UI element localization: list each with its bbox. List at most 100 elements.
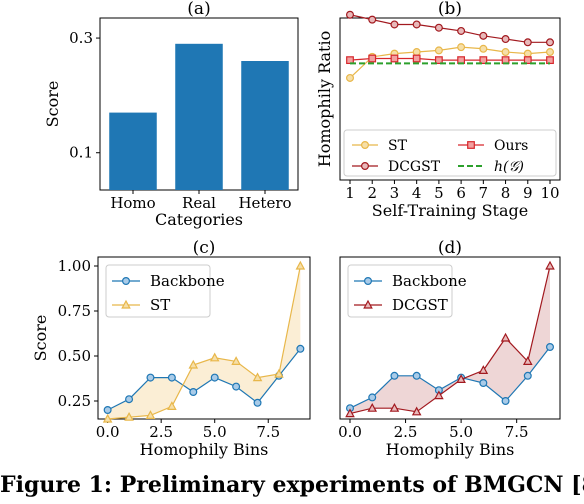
x-tick-label: 1 — [345, 184, 355, 202]
data-point-st — [501, 48, 510, 57]
panel-label-d: (d) — [438, 238, 462, 258]
figure-canvas: (a) Homo Real Hetero 0.1 0.3 Categories Score (b… — [31, 0, 561, 459]
x-tick-label: 3 — [390, 184, 400, 202]
data-point-dcgst — [523, 38, 532, 47]
data-point-dcgst — [457, 26, 466, 35]
data-point-backbone — [210, 373, 219, 382]
x-tick-label: Hetero — [238, 194, 291, 212]
panel-label-a: (a) — [187, 0, 210, 19]
data-point-st — [252, 372, 263, 382]
data-point-dcgst — [412, 20, 421, 29]
data-point-st — [346, 73, 355, 82]
y-axis-label: Homophily Ratio — [315, 31, 334, 167]
data-point-backbone — [545, 343, 554, 352]
legend: ST DCGST Ours h(𝒢) — [343, 129, 557, 177]
data-point-dcgst — [479, 31, 488, 40]
data-point-dcgst — [478, 365, 489, 374]
bar-real — [175, 43, 223, 190]
y-tick-label: 1.00 — [58, 257, 91, 275]
x-tick-label: 7.5 — [256, 423, 280, 441]
y-tick-label: 0.75 — [58, 302, 91, 320]
series-line-dcgst — [349, 14, 550, 43]
data-point-backbone — [501, 397, 510, 406]
legend-label: Backbone — [150, 272, 225, 290]
legend-box — [347, 264, 453, 318]
panel-a: (a) Homo Real Hetero 0.1 0.3 Categories Score — [43, 0, 299, 229]
data-point-st — [457, 43, 466, 52]
legend-marker — [121, 299, 131, 309]
plot-frame-d — [339, 256, 561, 420]
x-tick-label: 10 — [540, 184, 559, 202]
legend-marker — [361, 162, 370, 171]
x-tick-label: 9 — [523, 184, 533, 202]
data-point-dcgst — [411, 406, 422, 416]
series-line-ours — [349, 57, 550, 61]
data-point-dcgst — [367, 402, 378, 412]
x-tick-label: 7.5 — [505, 423, 529, 441]
data-point-dcgst — [500, 332, 511, 342]
series-line-backbone — [349, 346, 551, 409]
data-point-ours — [412, 54, 421, 63]
legend-marker — [121, 277, 130, 286]
legend-label: Ours — [494, 138, 528, 154]
legend-label: h(𝒢) — [494, 159, 524, 175]
legend-marker — [363, 299, 373, 309]
x-axis-label: Homophily Bins — [140, 440, 269, 459]
data-point-backbone — [146, 373, 155, 382]
data-point-backbone — [232, 382, 241, 391]
data-point-st — [545, 48, 554, 57]
data-point-st — [231, 356, 241, 365]
data-point-st — [145, 410, 156, 419]
data-point-dcgst — [501, 35, 510, 44]
y-tick-label: 0.1 — [69, 144, 93, 162]
y-tick-label: 0.3 — [69, 29, 93, 47]
data-point-ours — [368, 54, 377, 63]
series-line-st — [107, 265, 301, 420]
data-point-backbone — [189, 388, 198, 397]
data-point-backbone — [412, 371, 421, 380]
data-point-dcgst — [345, 408, 355, 418]
data-point-backbone — [523, 371, 532, 380]
y-axis-label: Score — [43, 81, 62, 128]
data-point-st — [479, 44, 488, 53]
data-point-dcgst — [346, 10, 355, 19]
data-point-ours — [523, 56, 532, 65]
y-tick-label: 0.25 — [58, 392, 91, 410]
x-tick-label: 5 — [434, 184, 444, 202]
data-point-dcgst — [545, 260, 555, 270]
x-tick-label: 0.0 — [338, 423, 362, 441]
data-point-st — [274, 368, 284, 378]
x-tick-label: 0.0 — [96, 423, 120, 441]
panel-c: (c) 0.0 2.5 5.0 7.5 0.25 0.50 0.75 1.00 Homophily… — [31, 238, 311, 459]
x-tick-label: Real — [182, 194, 216, 212]
legend-box — [105, 264, 211, 318]
x-axis-label: Homophily Bins — [386, 440, 515, 459]
data-point-st — [124, 411, 134, 421]
data-point-backbone — [125, 395, 134, 404]
panel-label-c: (c) — [193, 238, 216, 258]
plot-frame-c — [97, 256, 311, 420]
data-point-backbone — [368, 393, 377, 402]
data-point-st — [295, 260, 306, 270]
data-point-st — [434, 46, 443, 55]
x-tick-label: Homo — [110, 194, 155, 212]
data-point-st — [209, 352, 220, 362]
data-point-dcgst — [522, 356, 533, 365]
data-point-st — [523, 49, 532, 58]
data-point-dcgst — [389, 402, 400, 412]
data-point-backbone — [479, 379, 488, 388]
x-axis-label: Self-Training Stage — [372, 201, 528, 220]
data-point-dcgst — [390, 20, 399, 29]
difference-area — [107, 266, 301, 419]
plot-frame-b — [339, 17, 561, 181]
legend-label: ST — [150, 296, 170, 314]
x-tick-label: 7 — [479, 184, 489, 202]
series-line-dcgst — [349, 265, 551, 415]
y-axis-label: Score — [31, 315, 50, 362]
bar-hetero — [241, 61, 289, 190]
data-point-dcgst — [456, 374, 466, 383]
data-point-dcgst — [545, 38, 554, 47]
x-tick-label: 8 — [501, 184, 511, 202]
panel-b: (b) 1 2 3 4 5 6 7 8 9 10 Self-Training Stage Homophi… — [315, 0, 561, 220]
